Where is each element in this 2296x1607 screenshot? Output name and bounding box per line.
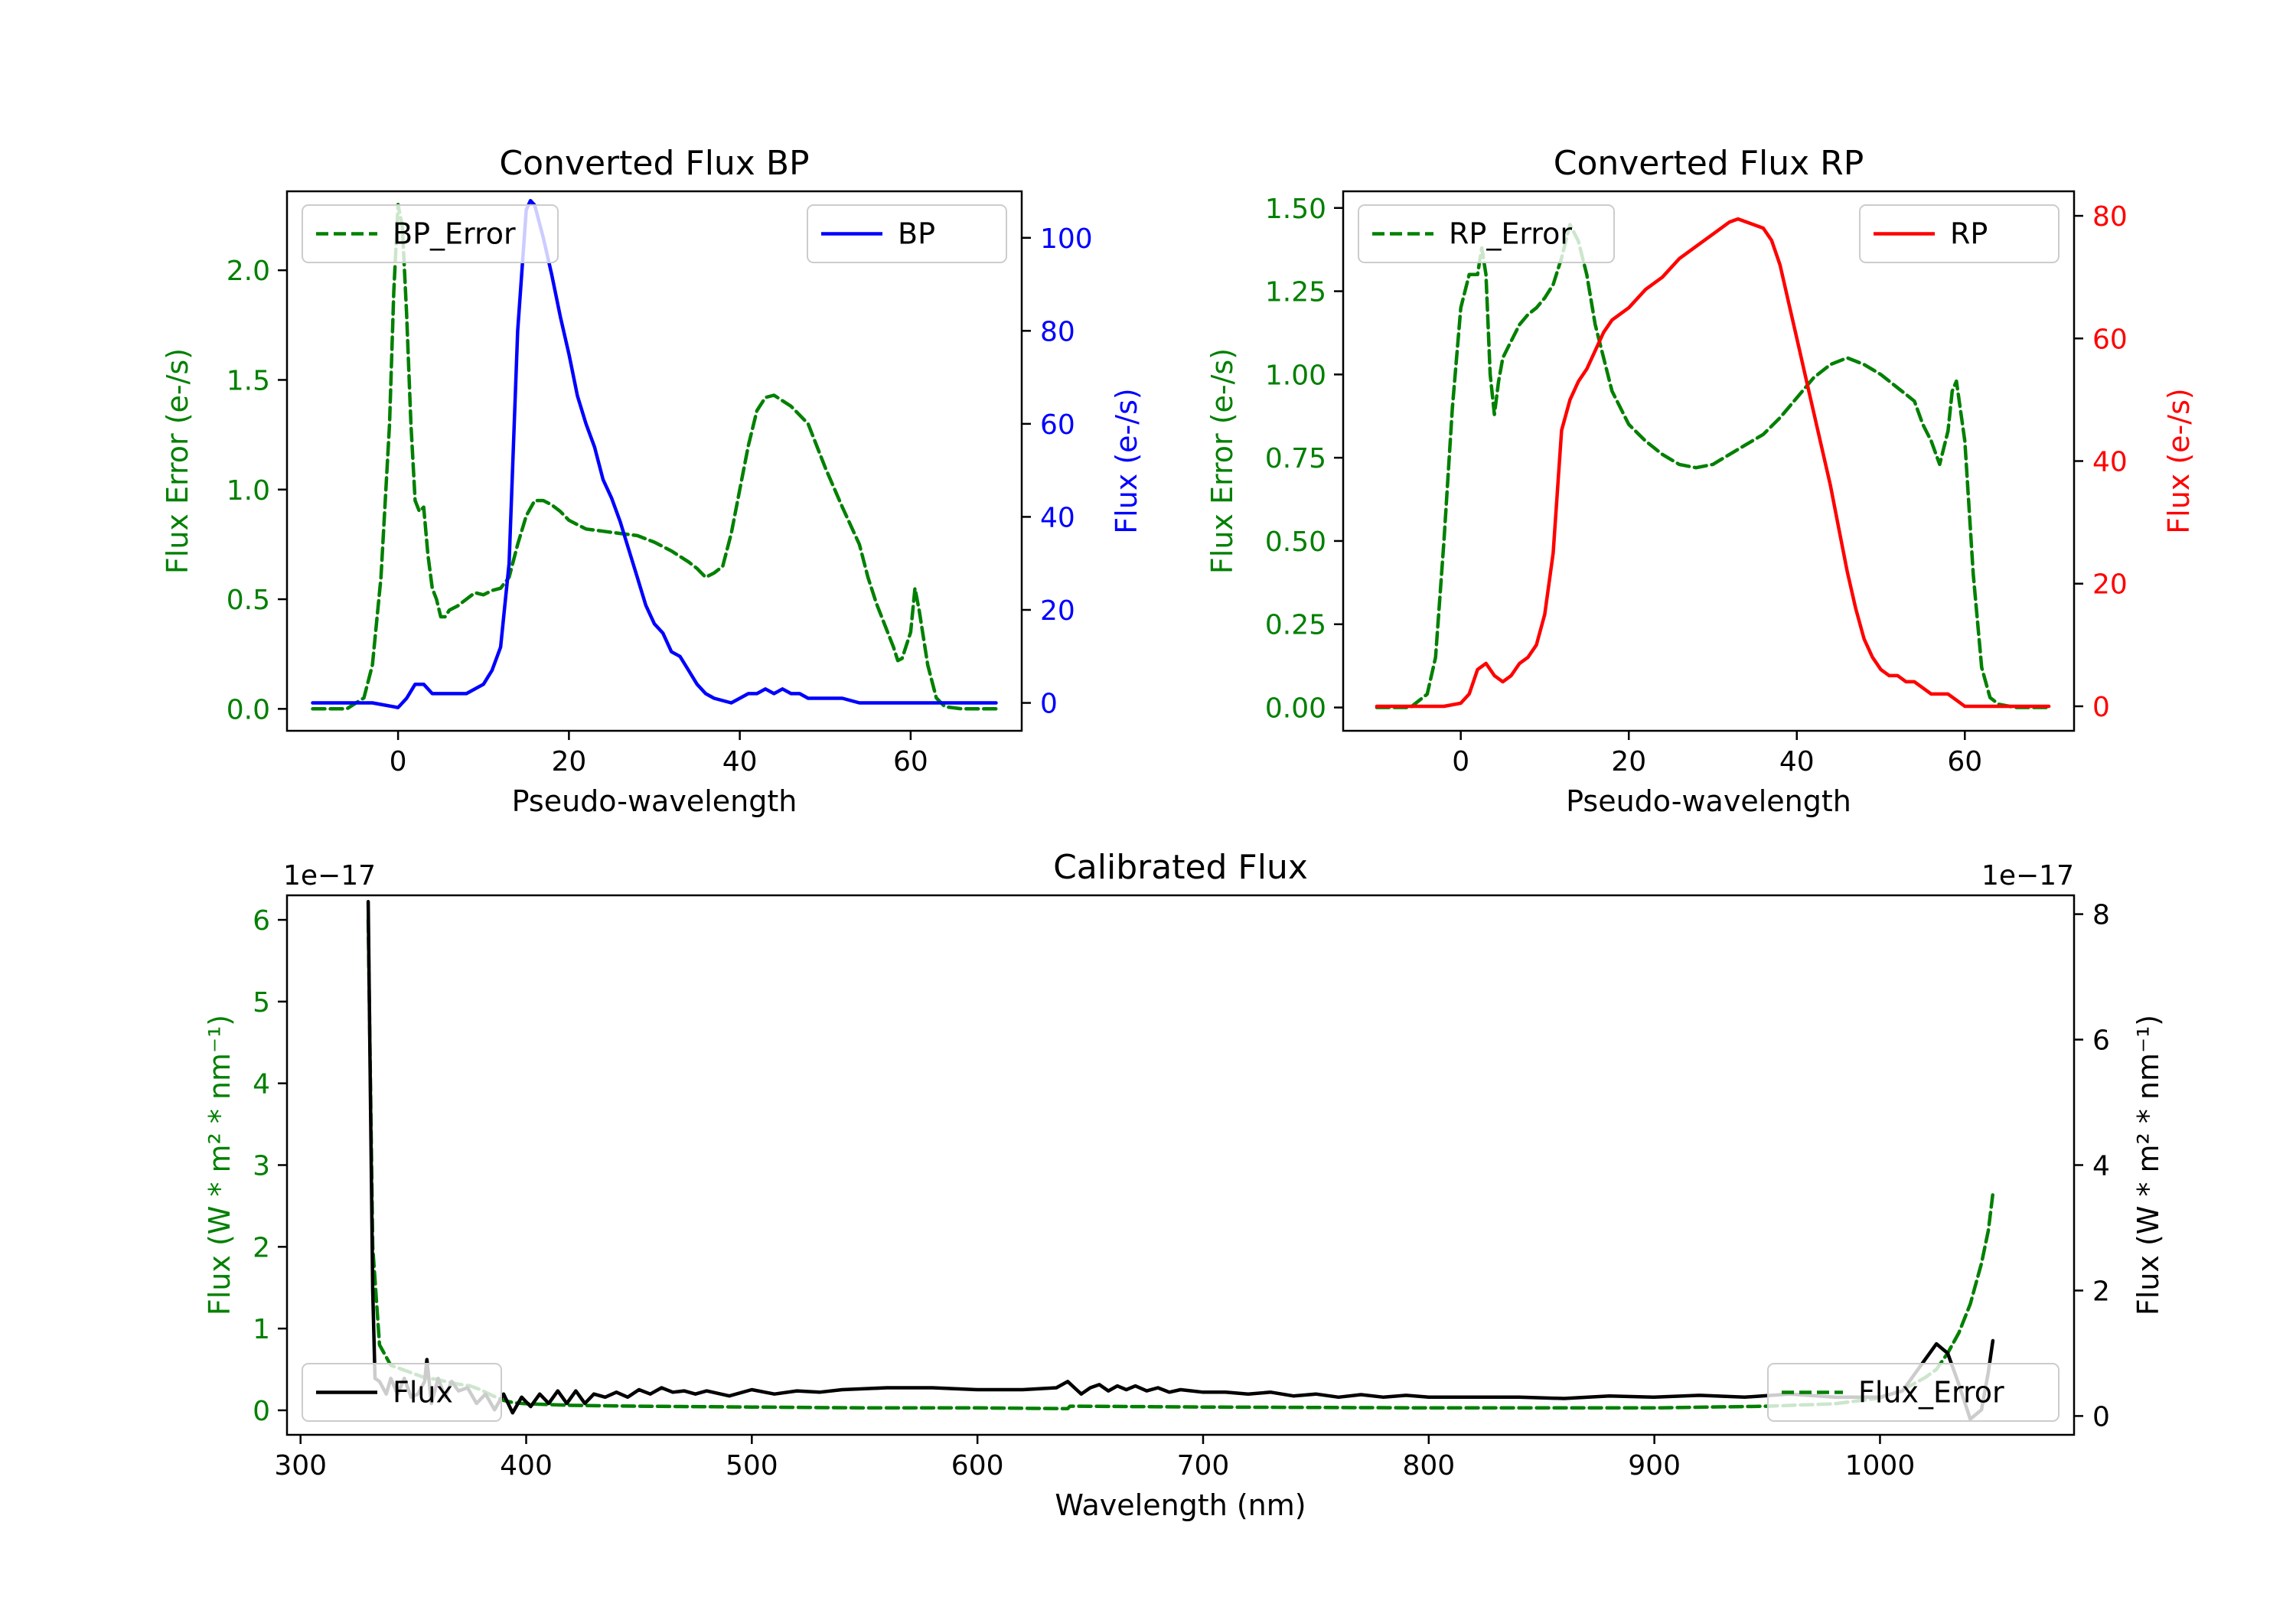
- rp-ytick-right-label: 40: [2092, 447, 2128, 478]
- bp-legend-right: BP: [807, 204, 1007, 263]
- rp-legend-right: RP: [1859, 204, 2060, 263]
- rp-ytick-left-label: 1.00: [1265, 360, 1326, 391]
- calibrated-legend-right-label: Flux_Error: [1858, 1376, 2004, 1410]
- calibrated-title: Calibrated Flux: [1053, 848, 1308, 887]
- rp-legend-left: RP_Error: [1358, 204, 1615, 263]
- calibrated-flux-chart: 300 400 500 600 700 800 900 1000 0 1 2 3 4 5 6 0 2 4 6 8 Cal…: [203, 848, 2165, 1522]
- bp-ytick-right-label: 80: [1040, 316, 1075, 347]
- bp-xtick-label: 20: [551, 746, 586, 777]
- calibrated-legend-right-box: [1767, 1363, 2060, 1422]
- calibrated-xlabel: Wavelength (nm): [1055, 1488, 1306, 1522]
- bp-chart: 0 20 40 60 0.0 0.5 1.0 1.5 2.0 0 20 40 60 80 100 Conver…: [161, 144, 1143, 818]
- bp-legend-left-label: BP_Error: [393, 217, 516, 251]
- calibrated-xtick-label: 300: [274, 1450, 327, 1482]
- bp-title: Converted Flux BP: [499, 144, 809, 183]
- rp-ytick-right-label: 60: [2092, 324, 2128, 355]
- bp-bp-error-line: [311, 202, 998, 711]
- bp-ytick-right-label: 60: [1040, 409, 1075, 441]
- rp-ylabel-left: Flux Error (e-/s): [1205, 348, 1239, 574]
- rp-ytick-left-label: 0.25: [1265, 610, 1326, 641]
- calibrated-ylabel-left: Flux (W * m² * nm⁻¹): [203, 1015, 236, 1315]
- rp-legend-right-label: RP: [1950, 217, 1988, 251]
- rp-ytick-left-label: 1.25: [1265, 277, 1326, 308]
- calibrated-ytick-right-label: 0: [2092, 1401, 2110, 1433]
- rp-xtick-label: 60: [1947, 746, 1982, 777]
- calibrated-xtick-label: 1000: [1845, 1450, 1916, 1482]
- rp-xtick-label: 40: [1779, 746, 1815, 777]
- calibrated-ytick-left-label: 2: [253, 1232, 270, 1263]
- calibrated-ytick-right-label: 6: [2092, 1025, 2110, 1057]
- calibrated-xtick-label: 400: [500, 1450, 553, 1482]
- bp-xtick-label: 0: [390, 746, 407, 777]
- rp-xlabel: Pseudo-wavelength: [1566, 784, 1851, 818]
- bp-ylabel-left: Flux Error (e-/s): [161, 348, 194, 574]
- bp-xlabel: Pseudo-wavelength: [512, 784, 797, 818]
- bp-bp-line: [311, 198, 998, 709]
- calibrated-xtick-label: 500: [726, 1450, 778, 1482]
- bp-axes-frame: [285, 190, 1023, 732]
- calibrated-ytick-left-label: 5: [253, 987, 270, 1019]
- bp-ytick-left-label: 1.5: [227, 365, 270, 396]
- calibrated-legend-left: Flux: [302, 1363, 502, 1422]
- calibrated-ytick-right-label: 2: [2092, 1276, 2110, 1307]
- calibrated-legend-left-box: [302, 1363, 502, 1422]
- calibrated-ytick-left-label: 3: [253, 1151, 270, 1182]
- calibrated-ytick-left-label: 1: [253, 1314, 270, 1345]
- calibrated-legend-right: Flux_Error: [1767, 1363, 2060, 1422]
- bp-ytick-left-label: 1.0: [227, 475, 270, 507]
- calibrated-ytick-left-label: 6: [253, 905, 270, 937]
- calibrated-ytick-left-label: 4: [253, 1069, 270, 1100]
- bp-ytick-right-label: 40: [1040, 502, 1075, 533]
- bp-legend-left: BP_Error: [302, 204, 559, 263]
- calibrated-ytick-left-label: 0: [253, 1396, 270, 1427]
- rp-ytick-left-label: 0.00: [1265, 693, 1326, 725]
- rp-ytick-left-label: 1.50: [1265, 194, 1326, 225]
- rp-xtick-label: 20: [1611, 746, 1646, 777]
- bp-xtick-label: 40: [722, 746, 758, 777]
- bp-ytick-left-label: 0.0: [227, 694, 270, 725]
- bp-ytick-right-label: 20: [1040, 595, 1075, 627]
- bp-legend-right-box: [807, 204, 1007, 263]
- calibrated-ytick-right-label: 8: [2092, 900, 2110, 931]
- bp-xtick-label: 60: [893, 746, 928, 777]
- bp-ytick-right-label: 0: [1040, 689, 1058, 720]
- rp-ytick-right-label: 80: [2092, 201, 2128, 233]
- calibrated-ylabel-right: Flux (W * m² * nm⁻¹): [2131, 1015, 2165, 1315]
- rp-ytick-right-label: 0: [2092, 692, 2110, 723]
- calibrated-xtick-label: 900: [1628, 1450, 1681, 1482]
- calibrated-xtick-label: 700: [1177, 1450, 1230, 1482]
- rp-title: Converted Flux RP: [1554, 144, 1864, 183]
- bp-ytick-left-label: 0.5: [227, 585, 270, 616]
- bp-ytick-left-label: 2.0: [227, 256, 270, 287]
- calibrated-offset-left: 1e−17: [283, 860, 376, 892]
- bp-legend-right-label: BP: [898, 217, 935, 251]
- calibrated-xtick-label: 600: [951, 1450, 1004, 1482]
- rp-legend-left-label: RP_Error: [1449, 217, 1572, 251]
- rp-legend-left-box: [1358, 204, 1615, 263]
- rp-chart: 0 20 40 60 0.00 0.25 0.50 0.75 1.00 1.25 1.50 0 20 40…: [1205, 144, 2196, 818]
- rp-xtick-label: 0: [1452, 746, 1469, 777]
- bp-legend-left-box: [302, 204, 559, 263]
- rp-ytick-right-label: 20: [2092, 569, 2128, 601]
- bp-ylabel-right: Flux (e-/s): [1110, 388, 1143, 533]
- calibrated-ytick-right-label: 4: [2092, 1151, 2110, 1182]
- rp-ytick-left-label: 0.50: [1265, 526, 1326, 558]
- calibrated-legend-left-label: Flux: [393, 1376, 453, 1410]
- rp-legend-right-box: [1859, 204, 2060, 263]
- rp-rp-line: [1375, 217, 2051, 709]
- calibrated-offset-right: 1e−17: [1981, 860, 2074, 892]
- calibrated-xtick-label: 800: [1402, 1450, 1455, 1482]
- bp-ytick-right-label: 100: [1040, 223, 1093, 255]
- rp-ytick-left-label: 0.75: [1265, 443, 1326, 474]
- rp-ylabel-right: Flux (e-/s): [2162, 388, 2196, 533]
